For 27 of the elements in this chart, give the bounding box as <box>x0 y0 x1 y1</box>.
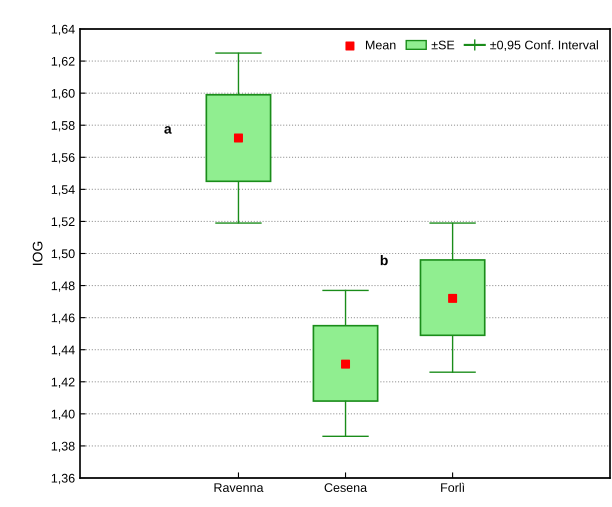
y-tick-label: 1,64 <box>52 24 75 36</box>
x-tick-label: Cesena <box>324 483 368 492</box>
point <box>341 360 350 369</box>
y-tick-label: 1,40 <box>52 410 75 420</box>
point <box>234 134 243 143</box>
legend-label: ±SE <box>432 40 454 50</box>
y-tick-label: 1,56 <box>52 153 75 164</box>
y-axis-title: IOG <box>32 242 43 265</box>
y-tick-label: 1,52 <box>52 217 75 228</box>
y-tick-label: 1,42 <box>52 378 75 388</box>
legend-label: Mean <box>366 40 396 50</box>
y-tick-label: 1,44 <box>52 346 75 356</box>
x-tick-label: Forlì <box>441 482 464 492</box>
y-tick-label: 1,50 <box>52 249 75 260</box>
x-tick-label: Ravenna <box>214 483 264 492</box>
y-tick-label: 1,62 <box>52 56 75 68</box>
y-tick-label: 1,36 <box>52 474 75 484</box>
point <box>448 294 458 303</box>
y-tick-label: 1,48 <box>52 281 75 292</box>
y-tick-label: 1,60 <box>52 88 75 100</box>
text: a <box>164 126 172 134</box>
annotation: b <box>380 255 388 266</box>
y-tick-label: 1,54 <box>52 185 75 196</box>
annotation: ±0,95 Conf. Interval <box>490 40 598 51</box>
y-tick-label: 1,38 <box>52 442 75 452</box>
y-tick-label: 1,58 <box>52 121 75 132</box>
y-tick-label: 1,46 <box>52 313 75 324</box>
